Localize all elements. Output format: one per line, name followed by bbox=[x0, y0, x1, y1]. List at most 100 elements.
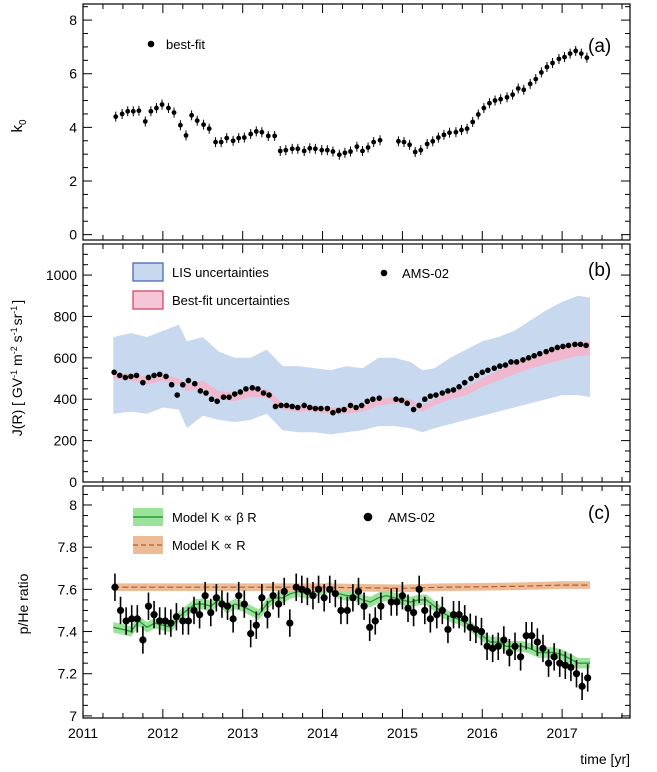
data-point-c bbox=[433, 611, 441, 619]
data-point-b bbox=[433, 392, 439, 398]
data-point-a bbox=[295, 146, 301, 152]
data-point-b bbox=[445, 388, 451, 394]
data-point-a bbox=[119, 111, 125, 117]
data-point-b bbox=[404, 400, 411, 407]
data-point-c bbox=[528, 632, 536, 640]
data-point-a bbox=[510, 92, 516, 98]
data-point-b bbox=[185, 377, 192, 384]
y-tick-label-c-5: 8 bbox=[69, 497, 77, 513]
data-point-c bbox=[343, 606, 351, 615]
data-point-c bbox=[263, 611, 272, 619]
data-point-c bbox=[461, 615, 469, 623]
data-point-b bbox=[278, 402, 284, 409]
data-point-c bbox=[133, 615, 141, 623]
data-point-b bbox=[513, 359, 520, 365]
data-point-a bbox=[544, 64, 550, 70]
data-point-c bbox=[161, 617, 169, 625]
data-point-b bbox=[560, 343, 566, 350]
y-tick-label-b-3: 600 bbox=[54, 350, 78, 366]
y-tick-label-a-3: 6 bbox=[69, 66, 77, 82]
data-point-c bbox=[466, 623, 474, 631]
panel-a-frame bbox=[82, 3, 631, 241]
legend-label-best-fit: best-fit bbox=[166, 37, 205, 52]
data-point-b bbox=[479, 369, 486, 376]
y-tick-label-b-2: 400 bbox=[54, 391, 78, 407]
data-point-c bbox=[404, 604, 412, 612]
data-point-a bbox=[573, 48, 579, 54]
y-axis-label-c: p/He ratio bbox=[15, 573, 31, 634]
data-point-a bbox=[584, 55, 590, 61]
panel-b-tag: (b) bbox=[588, 260, 611, 281]
data-point-a bbox=[407, 142, 413, 148]
data-point-c bbox=[298, 585, 306, 593]
data-point-c bbox=[218, 600, 226, 608]
data-point-a bbox=[521, 87, 527, 93]
data-point-c bbox=[444, 625, 452, 634]
data-point-b bbox=[548, 346, 555, 353]
data-point-b bbox=[191, 380, 198, 387]
data-point-b bbox=[468, 375, 474, 382]
data-point-b bbox=[220, 394, 227, 400]
data-point-a bbox=[470, 119, 476, 125]
data-point-b bbox=[111, 369, 117, 376]
data-point-c bbox=[500, 636, 508, 644]
data-point-b bbox=[572, 341, 578, 348]
data-point-c bbox=[331, 589, 339, 598]
data-point-a bbox=[178, 122, 183, 128]
data-point-a bbox=[464, 126, 470, 132]
data-point-a bbox=[113, 114, 119, 120]
data-point-c bbox=[556, 659, 564, 667]
data-point-b bbox=[324, 405, 331, 412]
data-point-b bbox=[398, 397, 405, 404]
data-point-b bbox=[525, 355, 532, 361]
y-tick-label-a-0: 0 bbox=[69, 227, 77, 243]
panel-c-tag: (c) bbox=[588, 503, 610, 524]
data-point-a bbox=[578, 51, 584, 57]
data-point-a bbox=[159, 102, 165, 107]
data-point-c bbox=[544, 659, 553, 667]
data-point-b bbox=[421, 396, 428, 403]
data-point-c bbox=[393, 598, 401, 606]
data-point-a bbox=[259, 129, 265, 135]
data-point-b bbox=[180, 381, 186, 388]
data-point-c bbox=[286, 619, 294, 627]
data-point-c bbox=[409, 608, 418, 617]
data-point-a bbox=[459, 127, 464, 133]
data-point-c bbox=[116, 606, 125, 615]
y-tick-label-b-4: 800 bbox=[54, 308, 78, 324]
data-point-a bbox=[365, 145, 371, 150]
data-point-c bbox=[303, 587, 311, 596]
data-point-b bbox=[289, 403, 296, 410]
x-axis-label: time [yr] bbox=[580, 751, 630, 767]
data-point-c bbox=[578, 682, 586, 690]
data-point-c bbox=[139, 636, 147, 644]
data-point-b bbox=[335, 407, 342, 414]
data-point-a bbox=[475, 112, 481, 117]
data-point-c bbox=[421, 606, 429, 615]
data-point-b bbox=[295, 404, 301, 411]
data-point-b bbox=[168, 381, 175, 388]
panel-a-tag: (a) bbox=[588, 36, 611, 57]
data-point-a bbox=[550, 60, 555, 66]
data-point-c bbox=[275, 600, 283, 608]
data-point-b bbox=[156, 371, 163, 378]
data-point-c bbox=[377, 602, 385, 610]
data-point-c bbox=[477, 627, 486, 636]
data-point-a bbox=[283, 147, 289, 153]
x-tick-label-5: 2016 bbox=[467, 725, 498, 741]
data-point-a bbox=[527, 81, 533, 87]
legend-swatch-model-r bbox=[133, 536, 163, 554]
data-point-b bbox=[122, 374, 129, 381]
data-point-a bbox=[401, 139, 407, 145]
data-point-b bbox=[133, 372, 140, 379]
data-point-b bbox=[231, 391, 238, 397]
data-point-b bbox=[520, 357, 526, 363]
data-point-a bbox=[330, 149, 336, 154]
data-point-a bbox=[567, 51, 573, 57]
data-point-b bbox=[508, 359, 514, 365]
data-point-a bbox=[189, 112, 195, 118]
band-c-0 bbox=[113, 582, 591, 669]
data-point-b bbox=[461, 379, 468, 386]
data-point-a bbox=[556, 56, 562, 62]
data-point-b bbox=[536, 350, 543, 357]
